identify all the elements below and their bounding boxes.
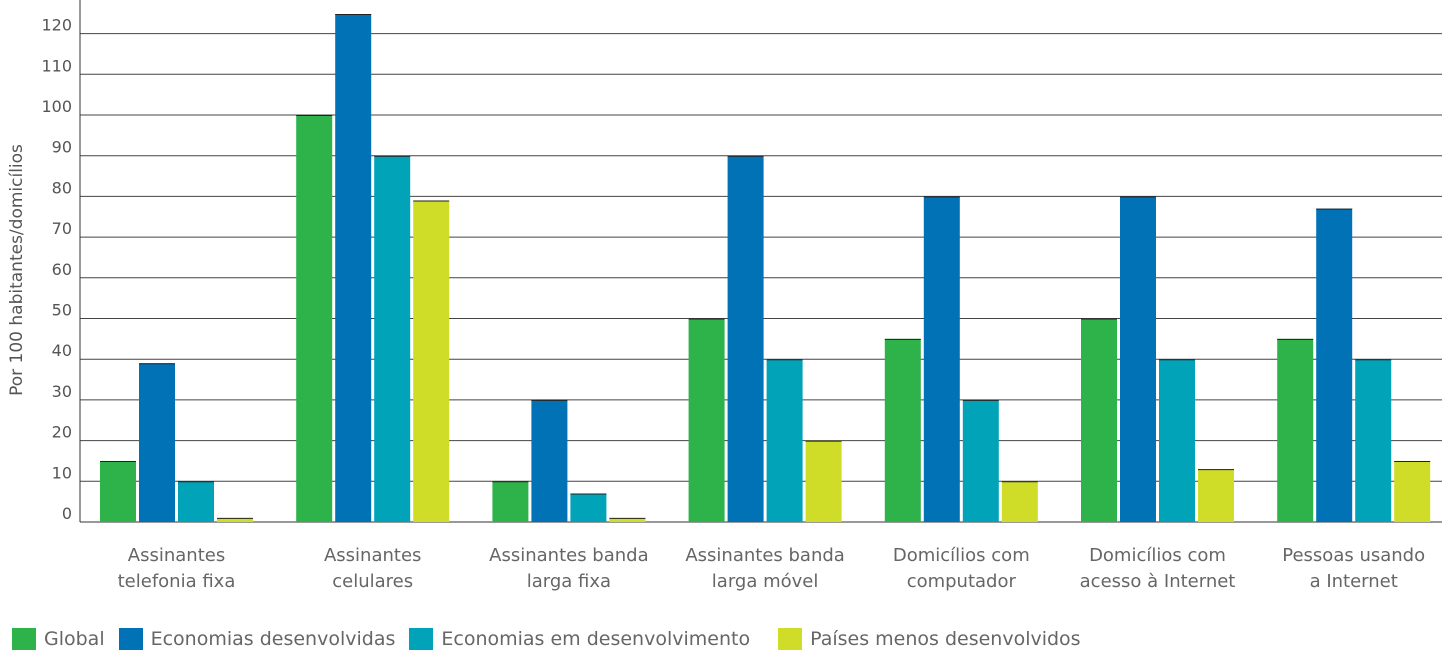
- x-category-label: celulares: [332, 571, 413, 592]
- bar: [413, 200, 450, 522]
- legend-swatch: [12, 628, 36, 650]
- legend-swatch: [409, 628, 434, 650]
- y-axis-label: Por 100 habitantes/domicílios: [7, 144, 27, 396]
- x-category-label: computador: [907, 571, 1017, 592]
- bar: [296, 115, 333, 522]
- y-tick-label: 70: [52, 219, 72, 238]
- bar: [217, 517, 253, 522]
- bar: [1120, 196, 1156, 522]
- x-category-label: Assinantes banda: [685, 545, 844, 566]
- y-tick-label: 10: [52, 463, 72, 482]
- y-tick-label: 50: [52, 301, 72, 320]
- x-category-label: Assinantes banda: [489, 545, 648, 566]
- x-category-label: Assinantes: [128, 545, 225, 566]
- bar: [805, 440, 842, 522]
- bar: [1316, 208, 1353, 523]
- legend-item: Economias desenvolvidas: [118, 628, 396, 650]
- legend-item: Economias em desenvolvimento: [409, 628, 750, 650]
- legend-label: Economias desenvolvidas: [150, 628, 396, 650]
- x-category-label: Assinantes: [324, 545, 421, 566]
- bar: [139, 363, 175, 522]
- bar: [884, 338, 921, 522]
- bar: [766, 359, 803, 522]
- y-tick-label: 30: [52, 382, 72, 401]
- bar: [100, 460, 136, 522]
- y-tick-label: 0: [62, 504, 72, 523]
- bar-chart: 0 10 20 30 40 50 60 70 80 90 100 110 120 Assinantes t…: [7, 0, 1442, 592]
- bar: [1394, 460, 1431, 522]
- y-tick-label: 60: [52, 260, 72, 279]
- legend-label: Países menos desenvolvidos: [810, 628, 1081, 650]
- bar: [923, 196, 960, 522]
- legend-item: Países menos desenvolvidos: [778, 628, 1081, 650]
- y-tick-label: 80: [52, 178, 72, 197]
- legend: Global Economias desenvolvidas Economias e…: [12, 626, 1081, 652]
- bar: [688, 318, 725, 522]
- legend-swatch: [778, 628, 803, 650]
- x-category-label: Domicílios com: [1089, 545, 1226, 566]
- bar: [609, 517, 646, 522]
- y-tick-label: 120: [41, 16, 72, 35]
- legend-label: Economias em desenvolvimento: [441, 628, 751, 650]
- y-tick-label: 110: [41, 56, 72, 75]
- bar: [1081, 318, 1117, 522]
- y-tick-label: 90: [52, 138, 72, 157]
- legend-swatch: [118, 628, 143, 650]
- y-tick-label: 20: [52, 423, 72, 442]
- x-category-label: a Internet: [1310, 571, 1398, 592]
- x-category-label: Domicílios com: [893, 545, 1030, 566]
- x-category-label: Pessoas usando: [1282, 545, 1425, 566]
- x-category-label: acesso à Internet: [1080, 571, 1236, 592]
- bar: [335, 14, 372, 522]
- bar: [570, 493, 607, 522]
- bars: [100, 14, 1431, 523]
- bar: [1001, 481, 1038, 522]
- bar: [178, 481, 214, 522]
- y-tick-label: 100: [41, 97, 72, 116]
- legend-item: Global: [12, 628, 105, 650]
- x-axis-labels: Assinantes telefonia fixa Assinantes celula…: [118, 545, 1426, 592]
- x-category-label: larga móvel: [712, 571, 819, 592]
- x-category-label: telefonia fixa: [118, 571, 236, 592]
- y-tick-label: 40: [52, 341, 72, 360]
- bar: [962, 399, 999, 522]
- y-axis-ticks: 0 10 20 30 40 50 60 70 80 90 100 110 120: [41, 16, 72, 523]
- bar: [727, 155, 764, 522]
- bar: [1198, 469, 1234, 522]
- legend-label: Global: [44, 628, 105, 650]
- bar: [1159, 359, 1195, 522]
- bar: [374, 155, 411, 522]
- bar: [492, 481, 529, 522]
- bar: [531, 399, 568, 522]
- x-category-label: larga fixa: [527, 571, 611, 592]
- bar: [1355, 359, 1392, 522]
- bar: [1277, 338, 1314, 522]
